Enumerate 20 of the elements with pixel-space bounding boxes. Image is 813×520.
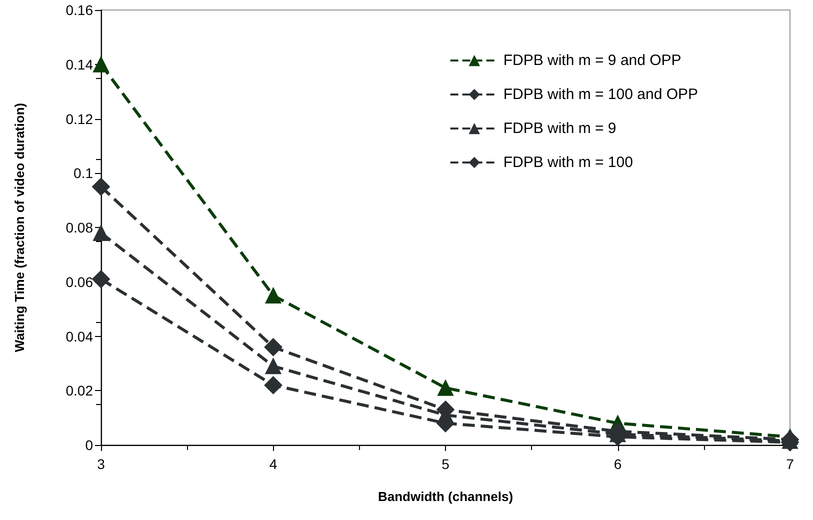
y-tick-label: 0.08 [66,220,94,236]
y-tick-label: 0.1 [74,165,94,182]
x-tick-label: 7 [786,456,794,472]
y-axis-title: Waiting Time (fraction of video duration) [12,102,27,352]
y-tick-label: 0.14 [66,56,94,72]
legend-label: FDPB with m = 9 [503,120,616,137]
legend-label: FDPB with m = 100 and OPP [503,86,698,103]
x-tick-label: 3 [97,456,106,472]
y-tick-label: 0.12 [66,110,94,127]
x-tick-label: 5 [442,456,450,472]
y-tick-label: 0.06 [66,274,94,290]
legend-label: FDPB with m = 100 [503,154,633,171]
x-axis-title: Bandwidth (channels) [378,489,514,504]
y-tick-label: 0.02 [66,382,94,399]
y-tick-label: 0.04 [66,328,94,344]
x-tick-label: 4 [269,456,278,472]
y-tick-label: 0 [85,437,94,453]
y-tick-label: 0.16 [66,2,94,18]
x-tick-label: 6 [614,456,622,472]
legend-label: FDPB with m = 9 and OPP [503,52,682,69]
